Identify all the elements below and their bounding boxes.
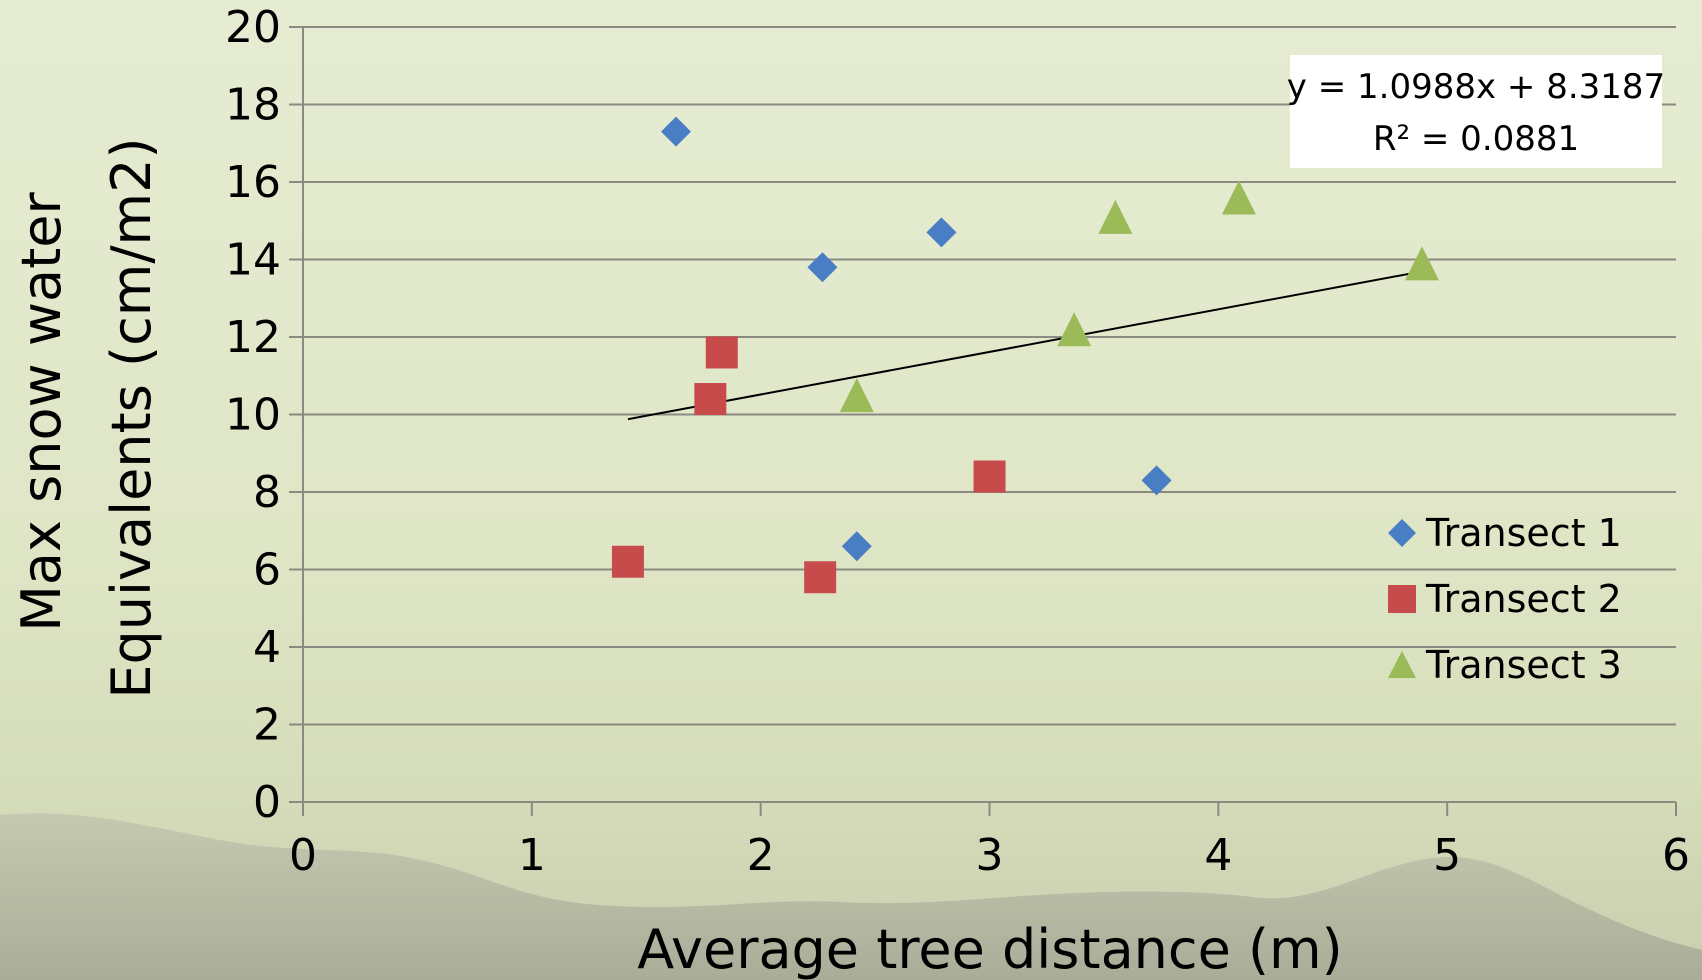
point-transect-3-2 bbox=[1057, 312, 1092, 347]
legend-item-transect-1: Transect 1 bbox=[1388, 511, 1622, 555]
point-transect-1-1 bbox=[660, 116, 691, 147]
point-transect-3-3 bbox=[1098, 199, 1133, 234]
square-icon bbox=[1388, 585, 1416, 613]
y-axis-title-line2: Equivalents (cm/m2) bbox=[100, 137, 163, 698]
y-tick-label-8: 8 bbox=[253, 467, 281, 518]
trendline-equation-box: y = 1.0988x + 8.3187 R² = 0.0881 bbox=[1287, 55, 1665, 168]
trendline-equation: y = 1.0988x + 8.3187 bbox=[1287, 67, 1665, 107]
point-transect-2-2 bbox=[694, 383, 727, 415]
y-axis-title-line1: Max snow water bbox=[10, 192, 73, 632]
x-tick-label-0: 0 bbox=[289, 830, 317, 881]
y-tick-label-18: 18 bbox=[225, 80, 281, 131]
legend: Transect 1 Transect 2 Transect 3 bbox=[1388, 511, 1622, 687]
point-transect-2-4 bbox=[804, 561, 837, 594]
y-tick-label-12: 12 bbox=[225, 312, 281, 363]
x-tick-label-3: 3 bbox=[976, 830, 1004, 881]
x-tick-label-2: 2 bbox=[747, 830, 775, 881]
y-tick-label-20: 20 bbox=[225, 2, 281, 53]
point-transect-1-3 bbox=[926, 217, 957, 248]
mountain-backdrop bbox=[0, 813, 1702, 980]
legend-item-transect-3: Transect 3 bbox=[1388, 643, 1622, 687]
legend-item-transect-2: Transect 2 bbox=[1388, 577, 1622, 621]
y-tick-label-4: 4 bbox=[253, 622, 281, 673]
y-tick-label-10: 10 bbox=[225, 390, 281, 441]
data-points bbox=[611, 116, 1439, 594]
x-axis-title: Average tree distance (m) bbox=[637, 918, 1342, 980]
point-transect-2-3 bbox=[705, 336, 738, 369]
trendline bbox=[627, 270, 1423, 421]
trendline-path bbox=[627, 270, 1423, 421]
x-tick-label-6: 6 bbox=[1662, 830, 1690, 881]
y-tick-label-0: 0 bbox=[253, 777, 281, 828]
point-transect-3-5 bbox=[1404, 246, 1439, 281]
legend-label-transect-1: Transect 1 bbox=[1425, 511, 1622, 555]
diamond-icon bbox=[1388, 519, 1416, 547]
point-transect-1-4 bbox=[841, 531, 872, 562]
triangle-icon bbox=[1388, 651, 1416, 678]
point-transect-2-5 bbox=[973, 460, 1006, 493]
x-tick-label-4: 4 bbox=[1204, 830, 1232, 881]
y-tick-label-16: 16 bbox=[225, 157, 281, 208]
point-transect-2-1 bbox=[611, 545, 644, 578]
x-tick-label-1: 1 bbox=[518, 830, 546, 881]
point-transect-1-5 bbox=[1141, 465, 1172, 496]
trendline-r-squared: R² = 0.0881 bbox=[1373, 119, 1579, 159]
x-tick-label-5: 5 bbox=[1433, 830, 1461, 881]
y-tick-label-2: 2 bbox=[253, 700, 281, 751]
y-tick-label-6: 6 bbox=[253, 545, 281, 596]
legend-label-transect-3: Transect 3 bbox=[1425, 643, 1622, 687]
point-transect-3-1 bbox=[839, 378, 874, 413]
point-transect-3-4 bbox=[1221, 180, 1256, 215]
legend-label-transect-2: Transect 2 bbox=[1425, 577, 1622, 621]
equation-box-background bbox=[1290, 55, 1662, 168]
point-transect-1-2 bbox=[807, 252, 838, 283]
y-tick-label-14: 14 bbox=[225, 235, 281, 286]
axis-titles: Average tree distance (m) Max snow water… bbox=[10, 137, 1343, 980]
